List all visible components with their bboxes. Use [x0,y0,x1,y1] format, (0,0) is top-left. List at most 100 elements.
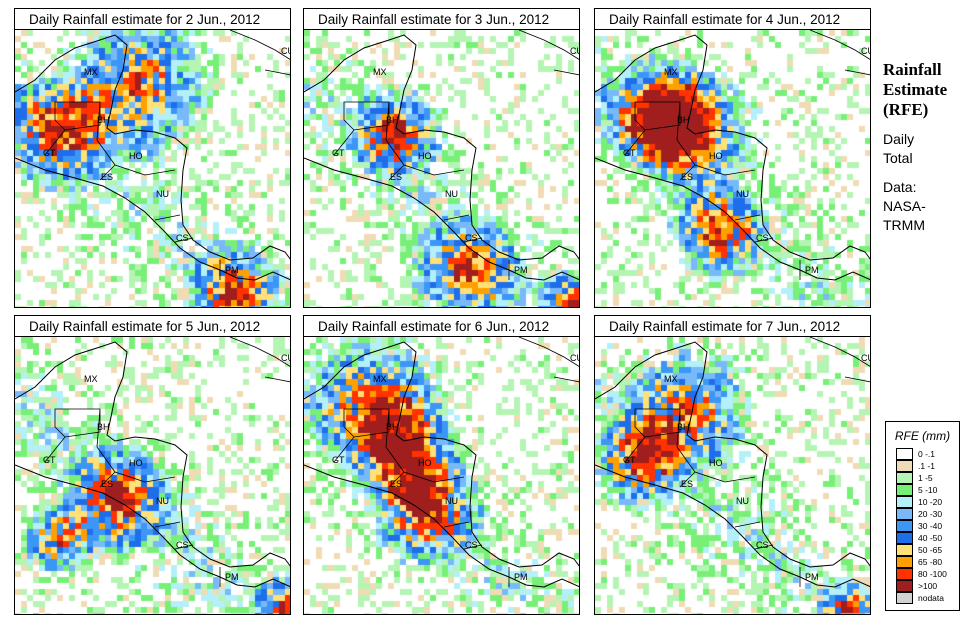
country-label: MX [84,374,98,384]
country-label: MX [373,67,387,77]
panel-title: Daily Rainfall estimate for 6 Jun., 2012 [303,315,580,337]
country-label: CU [281,46,290,56]
legend-swatch [896,567,913,580]
coastlines [595,337,870,588]
legend-label: 5 -10 [918,485,938,495]
country-label: MX [664,67,678,77]
country-label: GT [623,148,636,158]
country-label: PM [514,572,528,582]
legend-title: RFE (mm) [894,429,951,443]
legend-label: 20 -30 [918,509,943,519]
legend-label: 50 -65 [918,545,943,555]
legend-item: 65 -80 [896,555,959,568]
country-label: CU [281,353,290,363]
rainfall-map-panel: Daily Rainfall estimate for 5 Jun., 2012… [14,315,291,615]
rainfall-raster [595,30,870,307]
country-label: BH [97,115,110,125]
map-area: MX CU BH GT HO ES NU CS PM [303,30,580,308]
country-label: NU [156,189,169,199]
legend-item: 1 -5 [896,471,959,484]
coastlines [15,337,290,588]
caption-line: NASA- [883,198,926,214]
legend-swatch [896,555,913,568]
country-label: GT [332,455,345,465]
country-label: NU [156,496,169,506]
legend-label: 0 -.1 [918,449,936,459]
rainfall-map-panel: Daily Rainfall estimate for 4 Jun., 2012… [594,8,871,308]
panel-title: Daily Rainfall estimate for 3 Jun., 2012 [303,8,580,30]
legend-label: 1 -5 [918,473,933,483]
country-label: MX [373,374,387,384]
country-label: PM [225,265,239,275]
country-label: GT [43,455,56,465]
caption-period: Daily Total [883,130,947,168]
country-label: ES [390,172,403,182]
country-label: NU [445,189,458,199]
caption-title: Rainfall Estimate (RFE) [883,60,947,120]
country-label: MX [664,374,678,384]
country-label: PM [225,572,239,582]
legend-item: .1 -1 [896,459,959,472]
country-label: ES [390,479,403,489]
country-label: GT [43,148,56,158]
country-label: BH [677,422,690,432]
country-label: NU [736,496,749,506]
country-label: CS [756,233,769,243]
coastlines [595,30,870,281]
legend-item: 20 -30 [896,507,959,520]
legend-swatch [896,495,913,508]
legend-label: .1 -1 [918,461,936,471]
map-area: MX CU BH GT HO ES NU CS PM [594,337,871,615]
legend-label: >100 [918,581,938,591]
country-label: HO [129,458,143,468]
country-label: CS [465,233,478,243]
legend-label: 30 -40 [918,521,943,531]
legend-label: 40 -50 [918,533,943,543]
country-label: MX [84,67,98,77]
legend-label: 65 -80 [918,557,943,567]
caption-line: Rainfall [883,60,942,79]
legend-item: >100 [896,579,959,592]
legend-swatch [896,591,913,604]
country-label: ES [101,479,114,489]
legend-swatch [896,447,913,460]
legend-swatch [896,507,913,520]
country-label: GT [623,455,636,465]
country-label: NU [445,496,458,506]
caption-source: Data: NASA- TRMM [883,178,947,235]
legend-item: 10 -20 [896,495,959,508]
legend-swatch [896,579,913,592]
country-label: CS [176,540,189,550]
coastlines [304,30,579,281]
legend-item: 30 -40 [896,519,959,532]
country-label: PM [805,265,819,275]
coastlines [304,337,579,588]
legend-item: 0 -.1 [896,447,959,460]
rainfall-map-panel: Daily Rainfall estimate for 3 Jun., 2012… [303,8,580,308]
legend-item: nodata [896,591,959,604]
panel-title: Daily Rainfall estimate for 4 Jun., 2012 [594,8,871,30]
map-area: MX CU BH GT HO ES NU CS PM [14,30,291,308]
legend-item: 5 -10 [896,483,959,496]
caption-line: Daily [883,131,915,147]
country-label: HO [709,151,723,161]
country-label: HO [129,151,143,161]
rainfall-raster [595,337,870,614]
country-label: CU [570,46,579,56]
country-label: HO [418,151,432,161]
coastlines [15,30,290,281]
country-label: BH [386,422,399,432]
rainfall-raster [304,30,579,307]
country-label: GT [332,148,345,158]
legend-item: 80 -100 [896,567,959,580]
rainfall-raster [15,337,290,614]
caption-line: TRMM [883,217,925,233]
country-label: BH [677,115,690,125]
map-area: MX CU BH GT HO ES NU CS PM [594,30,871,308]
map-area: MX CU BH GT HO ES NU CS PM [303,337,580,615]
legend-item: 50 -65 [896,543,959,556]
panel-title: Daily Rainfall estimate for 2 Jun., 2012 [14,8,291,30]
legend-label: 80 -100 [918,569,947,579]
country-label: PM [805,572,819,582]
map-area: MX CU BH GT HO ES NU CS PM [14,337,291,615]
